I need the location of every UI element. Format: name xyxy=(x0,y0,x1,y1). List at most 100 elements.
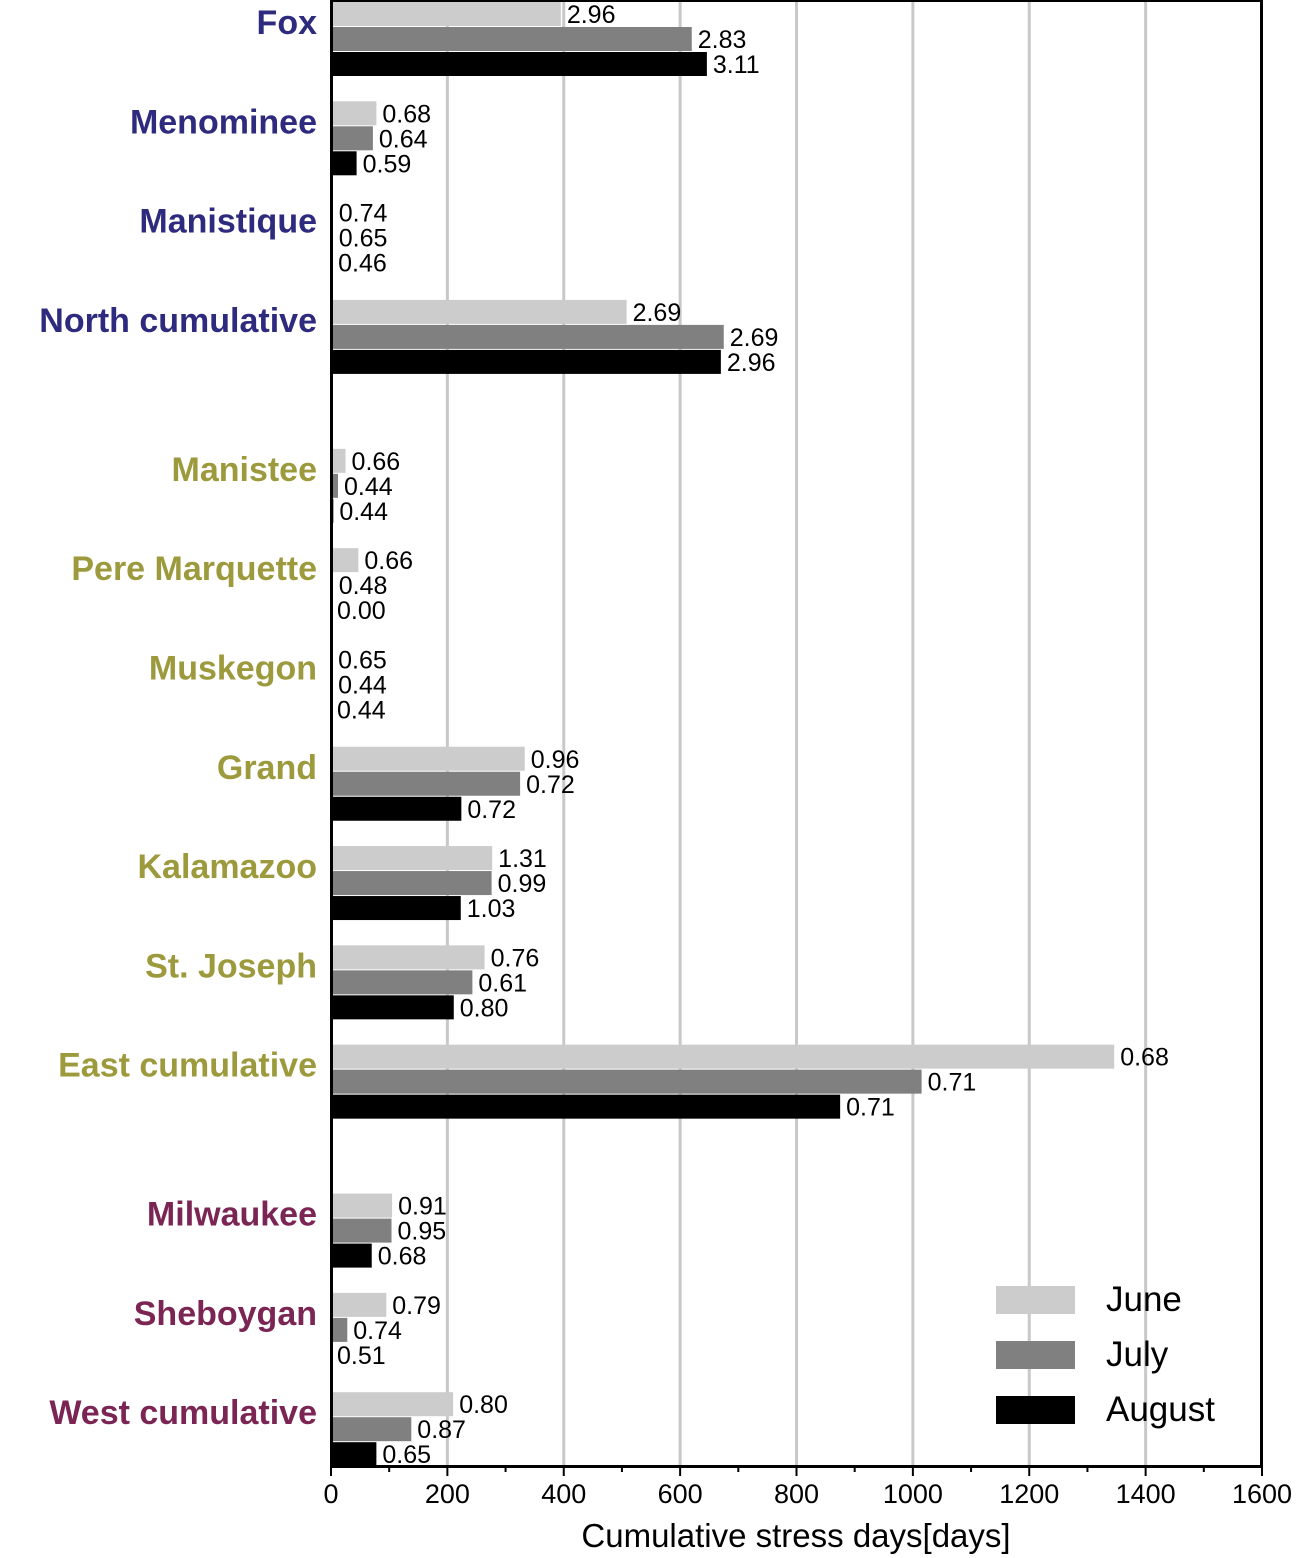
x-tick-label: 1400 xyxy=(1116,1479,1176,1509)
x-tick-label: 400 xyxy=(541,1479,586,1509)
bar-value-label: 0.80 xyxy=(459,1391,508,1419)
bar-value-label: 0.48 xyxy=(339,572,388,600)
bar-value-label: 0.65 xyxy=(339,225,388,253)
bar-june xyxy=(331,945,485,970)
bar-july xyxy=(331,771,521,796)
category-label: Manistee xyxy=(172,451,318,489)
bar-value-label: 2.69 xyxy=(730,324,779,352)
bar-value-label: 0.51 xyxy=(337,1342,386,1370)
bar-value-label: 2.96 xyxy=(727,349,776,377)
bar-value-label: 3.11 xyxy=(713,51,760,79)
category-labels: Fox Menominee Manistique North cumulative Ma… xyxy=(39,4,317,1432)
category-label: Grand xyxy=(217,749,317,787)
bar-july xyxy=(331,1417,412,1442)
bar-value-label: 0.95 xyxy=(398,1218,447,1246)
bar-value-label: 0.91 xyxy=(398,1193,447,1221)
bar-july xyxy=(331,473,338,498)
bar-june xyxy=(331,1193,393,1218)
bar-value-label: 2.96 xyxy=(567,1,616,29)
bar-value-label: 0.64 xyxy=(379,125,428,153)
category-label: East cumulative xyxy=(58,1047,317,1085)
legend-swatch xyxy=(996,1341,1075,1369)
bar-july xyxy=(331,324,724,349)
legend-label: August xyxy=(1106,1390,1215,1429)
x-tick-label: 600 xyxy=(658,1479,703,1509)
x-tick-label: 800 xyxy=(774,1479,819,1509)
x-tick-label: 1600 xyxy=(1232,1479,1292,1509)
bar-june xyxy=(331,548,359,573)
category-label: Kalamazoo xyxy=(138,848,318,886)
legend: June July August xyxy=(996,1280,1215,1429)
x-axis-title: Cumulative stress days[days] xyxy=(581,1517,1010,1554)
x-tick-label: 0 xyxy=(323,1479,338,1509)
bar-july xyxy=(331,1069,922,1094)
bar-value-label: 0.68 xyxy=(378,1243,427,1271)
bars-layer xyxy=(331,2,1115,1467)
bar-value-label: 0.65 xyxy=(382,1441,431,1469)
bar-value-label: 0.44 xyxy=(337,696,386,724)
category-label: North cumulative xyxy=(39,302,317,340)
bar-value-label: 0.68 xyxy=(1120,1044,1169,1072)
bar-july xyxy=(331,1218,392,1243)
bar-august xyxy=(331,995,454,1020)
category-label: West cumulative xyxy=(49,1394,317,1432)
bar-august xyxy=(331,1442,377,1467)
bar-value-label: 0.74 xyxy=(339,200,388,228)
bar-value-label: 0.66 xyxy=(364,547,413,575)
bar-value-label: 0.00 xyxy=(337,597,386,625)
category-label: Menominee xyxy=(130,103,317,141)
category-label: Pere Marquette xyxy=(71,550,317,588)
grid-lines xyxy=(445,2,1148,1467)
bar-august xyxy=(331,796,462,821)
bar-value-label: 0.65 xyxy=(338,646,387,674)
bar-value-label: 0.72 xyxy=(467,796,516,824)
category-label: St. Joseph xyxy=(145,947,317,985)
bar-july xyxy=(331,126,373,151)
bar-value-label: 0.46 xyxy=(338,250,387,278)
bar-july xyxy=(331,27,692,51)
bar-june xyxy=(331,1392,454,1417)
bar-value-label: 0.44 xyxy=(338,671,387,699)
x-tick-label: 200 xyxy=(425,1479,470,1509)
bar-august xyxy=(331,52,707,76)
legend-swatch xyxy=(996,1286,1075,1314)
bar-value-label: 2.83 xyxy=(698,26,747,54)
bar-june xyxy=(331,101,377,126)
bar-july xyxy=(331,1317,348,1342)
bar-june xyxy=(331,448,346,473)
bar-value-label: 0.71 xyxy=(846,1094,895,1122)
bar-value-label: 0.96 xyxy=(531,746,580,774)
bar-august xyxy=(331,349,721,374)
bar-june xyxy=(331,299,627,324)
plot-frame xyxy=(330,0,1263,1468)
bar-july xyxy=(331,871,492,896)
bar-value-label: 0.66 xyxy=(352,448,401,476)
bar-june xyxy=(331,746,525,771)
bar-value-label: 0.59 xyxy=(363,150,412,178)
bar-value-label: 0.72 xyxy=(526,771,575,799)
bar-value-label: 2.69 xyxy=(633,299,682,327)
x-axis: 0 200 400 600 800 1000 1200 1400 1600 xyxy=(323,1467,1292,1509)
x-tick-label: 1000 xyxy=(883,1479,943,1509)
bar-july xyxy=(331,970,473,995)
bar-june xyxy=(331,1292,387,1317)
x-tick-label: 1200 xyxy=(999,1479,1059,1509)
bar-august xyxy=(331,1243,372,1268)
bar-value-label: 0.87 xyxy=(417,1416,466,1444)
category-label: Fox xyxy=(257,4,318,42)
legend-swatch xyxy=(996,1396,1075,1424)
bar-june xyxy=(331,1044,1115,1069)
legend-label: June xyxy=(1106,1280,1182,1319)
bar-august xyxy=(331,1094,841,1119)
bar-value-label: 0.74 xyxy=(353,1317,402,1345)
bar-value-label: 0.68 xyxy=(382,100,431,128)
bar-value-label: 0.61 xyxy=(478,969,527,997)
category-label: Muskegon xyxy=(149,649,317,687)
bar-value-label: 0.44 xyxy=(339,498,388,526)
category-label: Manistique xyxy=(139,203,317,241)
bar-value-label: 0.99 xyxy=(498,870,547,898)
bar-august xyxy=(331,151,357,176)
bar-value-label: 0.44 xyxy=(344,473,393,501)
bar-august xyxy=(331,896,461,921)
